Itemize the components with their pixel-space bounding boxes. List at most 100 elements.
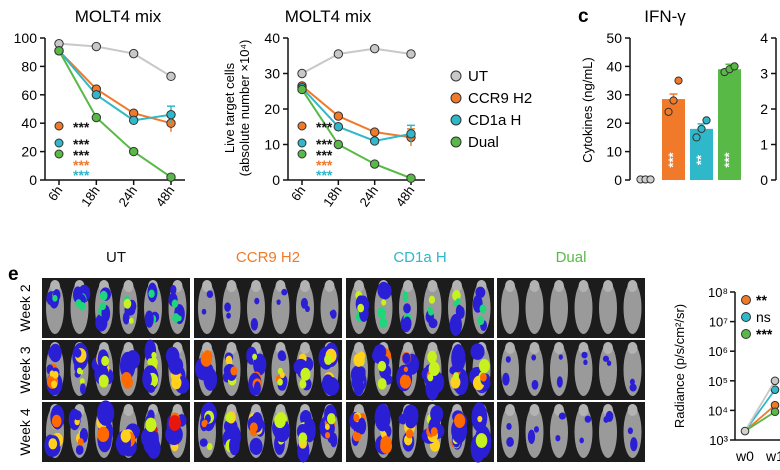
c1-ytick-label-3: 60: [21, 87, 37, 103]
signal-core-0-1-4-0: [304, 305, 310, 313]
legend-label-3: Dual: [468, 134, 499, 151]
signal-core-1-0-4-4: [147, 358, 153, 366]
signal-outer-1-2-5-3: [470, 343, 485, 360]
chart4-plot: 10³ 10⁴ 10⁵ 10⁶ 10⁷ 10⁸ w0 w1 **ns***: [708, 285, 780, 464]
c2-point-1-2: [369, 127, 380, 137]
signal-outer-1-1-5-3: [321, 374, 334, 394]
c3-ytick-label-0: 0: [614, 172, 622, 188]
mouse-head-1-2-2: [403, 342, 413, 354]
mouse-head-0-3-1: [529, 280, 540, 292]
mouse-head-1-3-0: [505, 342, 515, 354]
c1-series-line-0: [58, 42, 172, 78]
signal-core-2-0-1-4: [77, 438, 84, 446]
signal-core-1-2-3-4: [427, 373, 434, 382]
mouse-0-3-3: [574, 282, 593, 334]
c1-point-3-1: [91, 112, 102, 123]
signal-core-1-0-0-4: [49, 370, 55, 377]
signal-core-1-2-4-4: [453, 372, 459, 380]
c3-ytick-label-2: 20: [606, 115, 622, 131]
signal-core-0-0-0-2: [52, 294, 58, 302]
c4-legend-label-0: **: [756, 292, 767, 308]
c2-annot-stars-3: ***: [316, 157, 333, 173]
c2-point-0-1: [333, 49, 344, 59]
legend-label-0: UT: [468, 68, 488, 85]
c1-series-line-3: [58, 50, 172, 178]
signal-core-1-0-5-4: [171, 376, 182, 390]
c1-series-line-2: [58, 50, 172, 122]
c2-ytick-label-1: 10: [264, 137, 280, 153]
signal-core-0-0-4-2: [148, 289, 155, 298]
signal-core-1-2-4-3: [450, 375, 461, 389]
imaging-group-label-0: UT: [106, 249, 126, 266]
chart2-ylabel-2: (absolute number ×10⁴): [237, 40, 252, 177]
signal-outer-1-0-0-2: [49, 343, 62, 363]
mouse-head-0-2-4: [452, 280, 462, 292]
mouse-head-2-0-3: [123, 404, 134, 416]
mouse-head-0-3-5: [627, 280, 638, 292]
c1-ytick-label-2: 40: [21, 115, 37, 131]
signal-core-2-1-1-4: [225, 412, 233, 423]
c5-ytick-label-4: 4: [760, 30, 768, 46]
imaging-tile-0-3: [497, 278, 645, 338]
signal-outer-2-3-5-0: [630, 437, 638, 452]
c2-ytick-label-0: 0: [272, 172, 280, 188]
signal-outer-1-2-0-3: [350, 365, 366, 384]
signal-core-0-2-1-1: [381, 299, 387, 306]
signal-core-1-2-2-3: [405, 378, 412, 386]
signal-core-2-2-5-4: [475, 433, 488, 448]
legend-marker-1: [450, 92, 462, 104]
signal-outer-2-1-2-1: [249, 437, 263, 456]
imaging-tile-2-2: [346, 402, 494, 462]
signal-core-2-1-5-3: [326, 413, 336, 425]
c1-point-0-3: [166, 71, 176, 82]
signal-outer-1-2-2-3: [402, 352, 411, 365]
mouse-head-1-2-0: [354, 342, 364, 354]
legend-marker-3: [450, 136, 462, 148]
signal-core-2-1-5-4: [325, 431, 331, 439]
signal-outer-0-0-1-2: [72, 286, 83, 304]
c4-point-start: [740, 426, 750, 436]
c4-series-line-0: [744, 404, 776, 432]
signal-outer-2-0-2-4: [97, 400, 115, 426]
mouse-0-1-1: [222, 282, 241, 334]
chart3-title: IFN-γ: [644, 7, 686, 26]
c1-xtick-label-3: 48h: [153, 183, 178, 209]
chart1-title: MOLT4 mix: [75, 7, 162, 26]
signal-core-0-0-3-1: [128, 317, 134, 324]
signal-outer-2-3-2-0: [558, 412, 566, 420]
signal-outer-0-2-2-2: [403, 303, 411, 314]
signal-outer-0-1-1-0: [224, 302, 231, 312]
signal-core-0-2-5-2: [477, 316, 485, 326]
imaging-tile-0-0: [42, 278, 190, 338]
c4-point-2: [770, 407, 780, 417]
c3-ytick-label-5: 50: [606, 30, 622, 46]
c1-ytick-label-5: 100: [14, 30, 38, 46]
c3-bar-3: [718, 69, 741, 180]
signal-core-0-2-3-0: [428, 295, 436, 304]
mouse-head-1-3-5: [627, 342, 638, 354]
mouse-head-1-1-1: [226, 342, 237, 354]
signal-core-1-2-3-2: [427, 350, 437, 364]
c4-ytick-label-4: 10⁷: [709, 315, 728, 330]
c3-ytick-label-1: 10: [606, 144, 622, 160]
signal-core-2-3-3-0: [579, 437, 584, 444]
c3-annot-stars-2: **: [694, 154, 709, 165]
signal-outer-0-0-5-1: [170, 284, 177, 295]
signal-outer-0-2-4-0: [449, 313, 462, 336]
c2-xtick-label-1: 18h: [320, 183, 345, 209]
signal-outer-0-1-0-0: [206, 290, 214, 298]
mouse-2-3-1: [525, 406, 544, 458]
signal-core-0-2-4-2: [455, 298, 461, 305]
mouse-head-0-0-0: [50, 280, 60, 292]
c1-point-2-2: [128, 115, 139, 126]
chart3-ylabel: Cytokines (ng/mL): [580, 57, 595, 162]
signal-outer-2-1-1-3: [223, 418, 238, 434]
c1-xtick-label-2: 24h: [115, 183, 140, 209]
mouse-head-0-0-3: [123, 280, 134, 292]
signal-core-2-0-2-4: [97, 426, 110, 443]
mouse-2-3-0: [501, 406, 519, 458]
signal-outer-1-2-1-4: [373, 344, 387, 360]
c2-xtick-label-3: 48h: [393, 183, 418, 209]
legend-marker-2: [450, 114, 462, 126]
c4-legend-marker-2: [741, 329, 751, 339]
